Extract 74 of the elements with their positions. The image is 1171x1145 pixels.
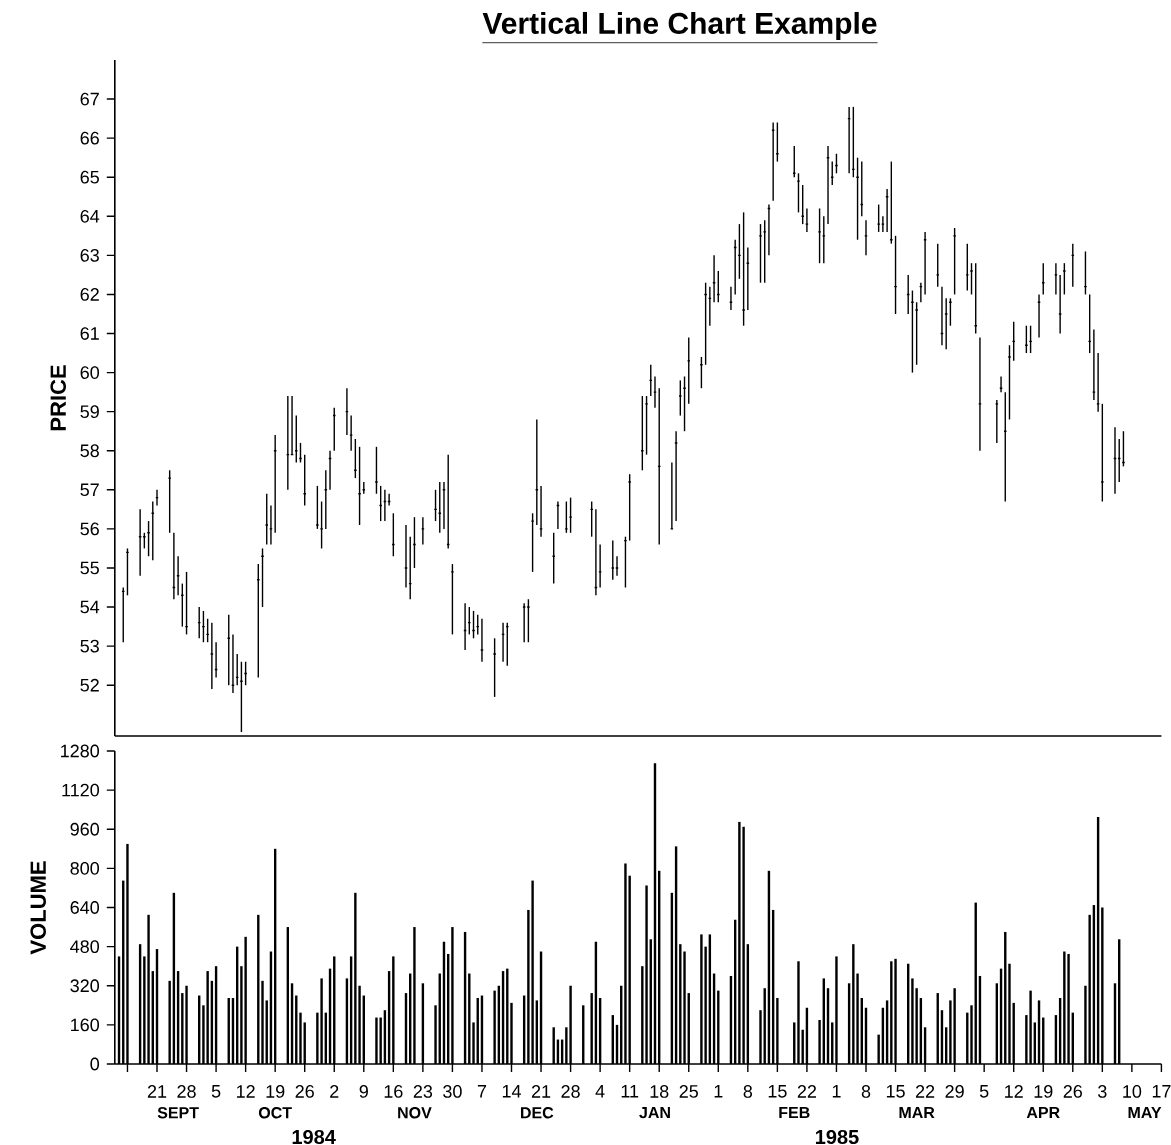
x-tick-label: 14 [502,1085,521,1098]
y-tick-label: 65 [80,170,99,184]
x-tick-label: 26 [1063,1085,1083,1098]
y-tick-label: 61 [80,327,99,340]
x-tick-label: 30 [443,1085,462,1098]
y-tick-label: 66 [80,131,99,145]
y-tick-label: 58 [80,444,99,458]
x-tick-label: 29 [945,1085,964,1098]
x2-tick-label: MAR [899,1107,935,1119]
x-tick-label: 9 [359,1085,368,1098]
x-tick-label: 15 [768,1085,787,1098]
x-tick-label: 1 [832,1085,841,1098]
y-tick-label: 62 [80,288,99,301]
x-tick-label: 26 [295,1085,314,1098]
x-tick-label: 21 [147,1085,167,1098]
y-tick-label: 800 [70,861,100,875]
x-tick-label: 12 [1005,1085,1023,1098]
y-tick-label: 52 [80,678,99,692]
x-tick-label: 19 [1034,1085,1053,1098]
x2-tick-label: OCT [258,1107,292,1119]
x-tick-label: 21 [531,1085,551,1098]
x-tick-label: 12 [237,1085,255,1098]
x2-tick-label: APR [1026,1107,1060,1119]
x-tick-label: 8 [743,1085,753,1098]
y-tick-label: 55 [80,561,99,575]
x-tick-label: 8 [861,1085,871,1098]
y-tick-label: 0 [90,1057,100,1071]
x2-tick-label: DEC [521,1107,554,1119]
x-tick-label: 22 [797,1085,817,1098]
text: 1984 [292,1129,336,1145]
x-tick-label: 5 [979,1085,989,1098]
y-tick-label: 64 [80,209,100,223]
x-tick-label: 4 [595,1085,605,1098]
text: 1985 [815,1129,859,1145]
x-tick-label: 1 [714,1085,723,1098]
x2-tick-label: FEB [779,1107,810,1119]
y-axis-title: VOLUME [30,861,46,955]
x-tick-label: 3 [1098,1085,1107,1098]
x-tick-label: 23 [413,1085,433,1098]
x-tick-label: 7 [477,1085,487,1098]
y-tick-label: 320 [70,979,100,993]
x2-tick-label: JAN [639,1107,670,1119]
x-tick-label: 16 [384,1085,403,1098]
y-tick-label: 160 [71,1018,100,1032]
y-tick-label: 57 [80,483,99,497]
x2-tick-label: NOV [398,1107,432,1119]
y-tick-label: 640 [70,901,100,914]
y-tick-label: 67 [80,92,99,106]
x-tick-label: 2 [330,1085,339,1098]
x-tick-label: 28 [561,1085,580,1098]
x-tick-label: 28 [177,1085,196,1098]
chart-title: Vertical Line Chart Example [482,11,877,40]
y-tick-label: 60 [80,366,100,379]
x-tick-label: 18 [650,1085,669,1098]
x2-tick-label: MAY [1128,1107,1162,1119]
y-tick-label: 56 [80,522,99,536]
x-tick-label: 10 [1123,1085,1142,1098]
y-tick-label: 1280 [61,744,100,758]
x2-tick-label: SEPT [157,1107,199,1119]
y-tick-label: 63 [80,248,99,262]
y-axis-title: PRICE [50,365,66,431]
x-tick-label: 22 [915,1085,935,1098]
y-tick-label: 53 [80,639,99,653]
y-tick-label: 1120 [62,783,100,797]
x-tick-label: 25 [679,1085,698,1098]
y-tick-label: 54 [80,600,100,614]
x-tick-label: 11 [621,1085,639,1098]
x-tick-label: 15 [886,1085,905,1098]
x-tick-label: 17 [1152,1085,1171,1098]
y-tick-label: 59 [80,405,99,419]
y-tick-label: 480 [70,940,100,954]
y-tick-label: 960 [70,822,100,836]
x-tick-label: 5 [211,1085,221,1098]
x-tick-label: 19 [266,1085,285,1098]
